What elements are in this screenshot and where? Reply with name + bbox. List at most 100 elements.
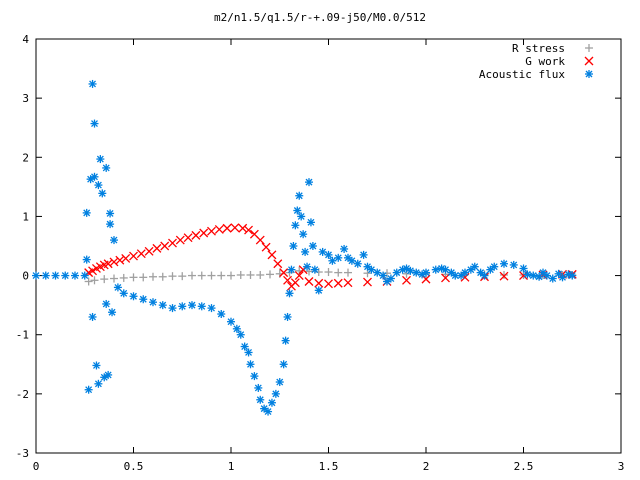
data-point <box>275 378 284 387</box>
data-point <box>80 271 89 280</box>
data-point <box>303 262 312 271</box>
data-point <box>113 283 122 292</box>
data-point <box>548 274 557 283</box>
data-point <box>568 271 577 280</box>
data-point <box>90 172 99 181</box>
data-point <box>318 247 327 256</box>
data-point <box>509 260 518 269</box>
data-point <box>340 244 349 253</box>
data-point <box>96 155 105 164</box>
data-point <box>236 330 245 339</box>
data-point <box>119 273 128 282</box>
data-point <box>188 301 196 310</box>
legend-label: G work <box>525 55 565 68</box>
data-point <box>139 295 148 304</box>
data-point <box>100 275 109 284</box>
data-point <box>136 249 146 259</box>
data-point <box>344 268 352 277</box>
data-point <box>461 268 469 277</box>
data-point <box>324 279 333 289</box>
x-tick-label: 0.5 <box>124 460 144 473</box>
data-point <box>379 271 388 280</box>
data-point <box>523 270 532 279</box>
series-acoustic-flux <box>32 79 577 416</box>
data-point <box>250 372 259 381</box>
data-point <box>297 212 306 221</box>
data-point <box>183 233 193 243</box>
data-point <box>367 265 376 274</box>
data-point <box>353 259 362 268</box>
data-point <box>279 268 289 278</box>
data-point <box>158 301 167 310</box>
data-point <box>500 259 508 268</box>
data-point <box>207 226 216 236</box>
x-tick-label: 2.5 <box>514 460 534 473</box>
data-point <box>287 265 296 274</box>
data-point <box>279 360 288 369</box>
data-point <box>121 253 131 263</box>
data-point <box>152 243 162 253</box>
data-point <box>363 277 372 287</box>
x-tick-label: 3 <box>618 460 625 473</box>
data-point <box>295 191 304 200</box>
data-point <box>41 271 50 280</box>
data-point <box>168 304 177 313</box>
legend-marker <box>584 56 594 66</box>
data-point <box>310 265 319 274</box>
data-point <box>230 223 240 233</box>
data-point <box>191 230 201 240</box>
data-point <box>261 242 271 252</box>
data-point <box>240 342 249 351</box>
data-point <box>314 286 323 295</box>
data-point <box>334 268 343 277</box>
data-point <box>402 275 411 285</box>
data-point <box>90 119 99 128</box>
x-tick-label: 2 <box>423 460 430 473</box>
plot-frame <box>35 38 622 454</box>
data-point <box>139 273 148 282</box>
data-point <box>222 223 232 233</box>
data-point <box>273 259 283 269</box>
data-point <box>129 251 138 261</box>
data-point <box>267 250 277 260</box>
data-point <box>109 257 119 267</box>
data-point <box>347 256 356 265</box>
data-point <box>214 224 224 234</box>
data-point <box>108 308 117 317</box>
data-point <box>238 223 248 233</box>
data-point <box>110 236 118 245</box>
data-point <box>92 361 101 370</box>
legend-marker <box>585 70 593 78</box>
data-point <box>500 270 508 279</box>
data-point <box>129 273 138 282</box>
data-point <box>267 398 276 407</box>
x-tick-label: 1 <box>228 460 235 473</box>
data-point <box>266 270 274 279</box>
data-point <box>106 220 115 229</box>
data-point <box>294 271 304 281</box>
data-point <box>207 271 216 280</box>
data-point <box>103 259 113 269</box>
data-point <box>158 272 167 281</box>
data-point <box>144 246 154 256</box>
data-point <box>88 79 97 88</box>
y-tick-label: 1 <box>22 210 29 223</box>
data-point <box>88 266 98 276</box>
legend-marker <box>585 44 593 52</box>
data-point <box>106 209 115 218</box>
chart-title: m2/n1.5/q1.5/r-+.09-j50/M0.0/512 <box>214 11 426 24</box>
data-point <box>149 298 157 307</box>
data-point <box>168 272 177 281</box>
data-point <box>119 289 128 298</box>
data-point <box>94 181 103 190</box>
data-point <box>392 268 401 277</box>
x-tick-label: 1.5 <box>319 460 339 473</box>
y-axis: -3 -2 -1 0 1 2 3 4 <box>16 33 621 460</box>
data-point <box>82 255 91 264</box>
data-point <box>129 292 138 301</box>
data-point <box>160 241 170 251</box>
data-point <box>84 277 93 286</box>
data-point <box>178 272 187 281</box>
data-point <box>412 268 421 277</box>
data-point <box>431 265 440 274</box>
